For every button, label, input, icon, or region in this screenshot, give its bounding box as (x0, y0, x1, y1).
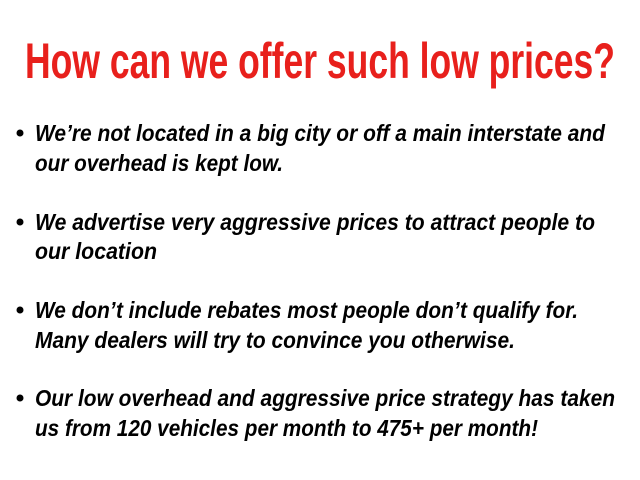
bullet-line: our overhead is kept low. (35, 150, 283, 176)
bullet-line: Our low overhead and aggressive price st… (35, 385, 615, 411)
bullet-dot (16, 218, 24, 226)
slide-title: How can we offer such low prices? (25, 33, 615, 89)
bullet-dot (16, 394, 24, 402)
bullet-line: our location (35, 238, 157, 264)
bullet-line: We advertise very aggressive prices to a… (35, 209, 595, 235)
bullet-dot (16, 306, 24, 314)
bullet-dot (16, 129, 24, 137)
bullet-line: We don’t include rebates most people don… (35, 297, 578, 323)
bullet-line: We’re not located in a big city or off a… (35, 120, 606, 146)
bullet-line: us from 120 vehicles per month to 475+ p… (35, 415, 538, 441)
bullet-line: Many dealers will try to convince you ot… (35, 327, 515, 353)
